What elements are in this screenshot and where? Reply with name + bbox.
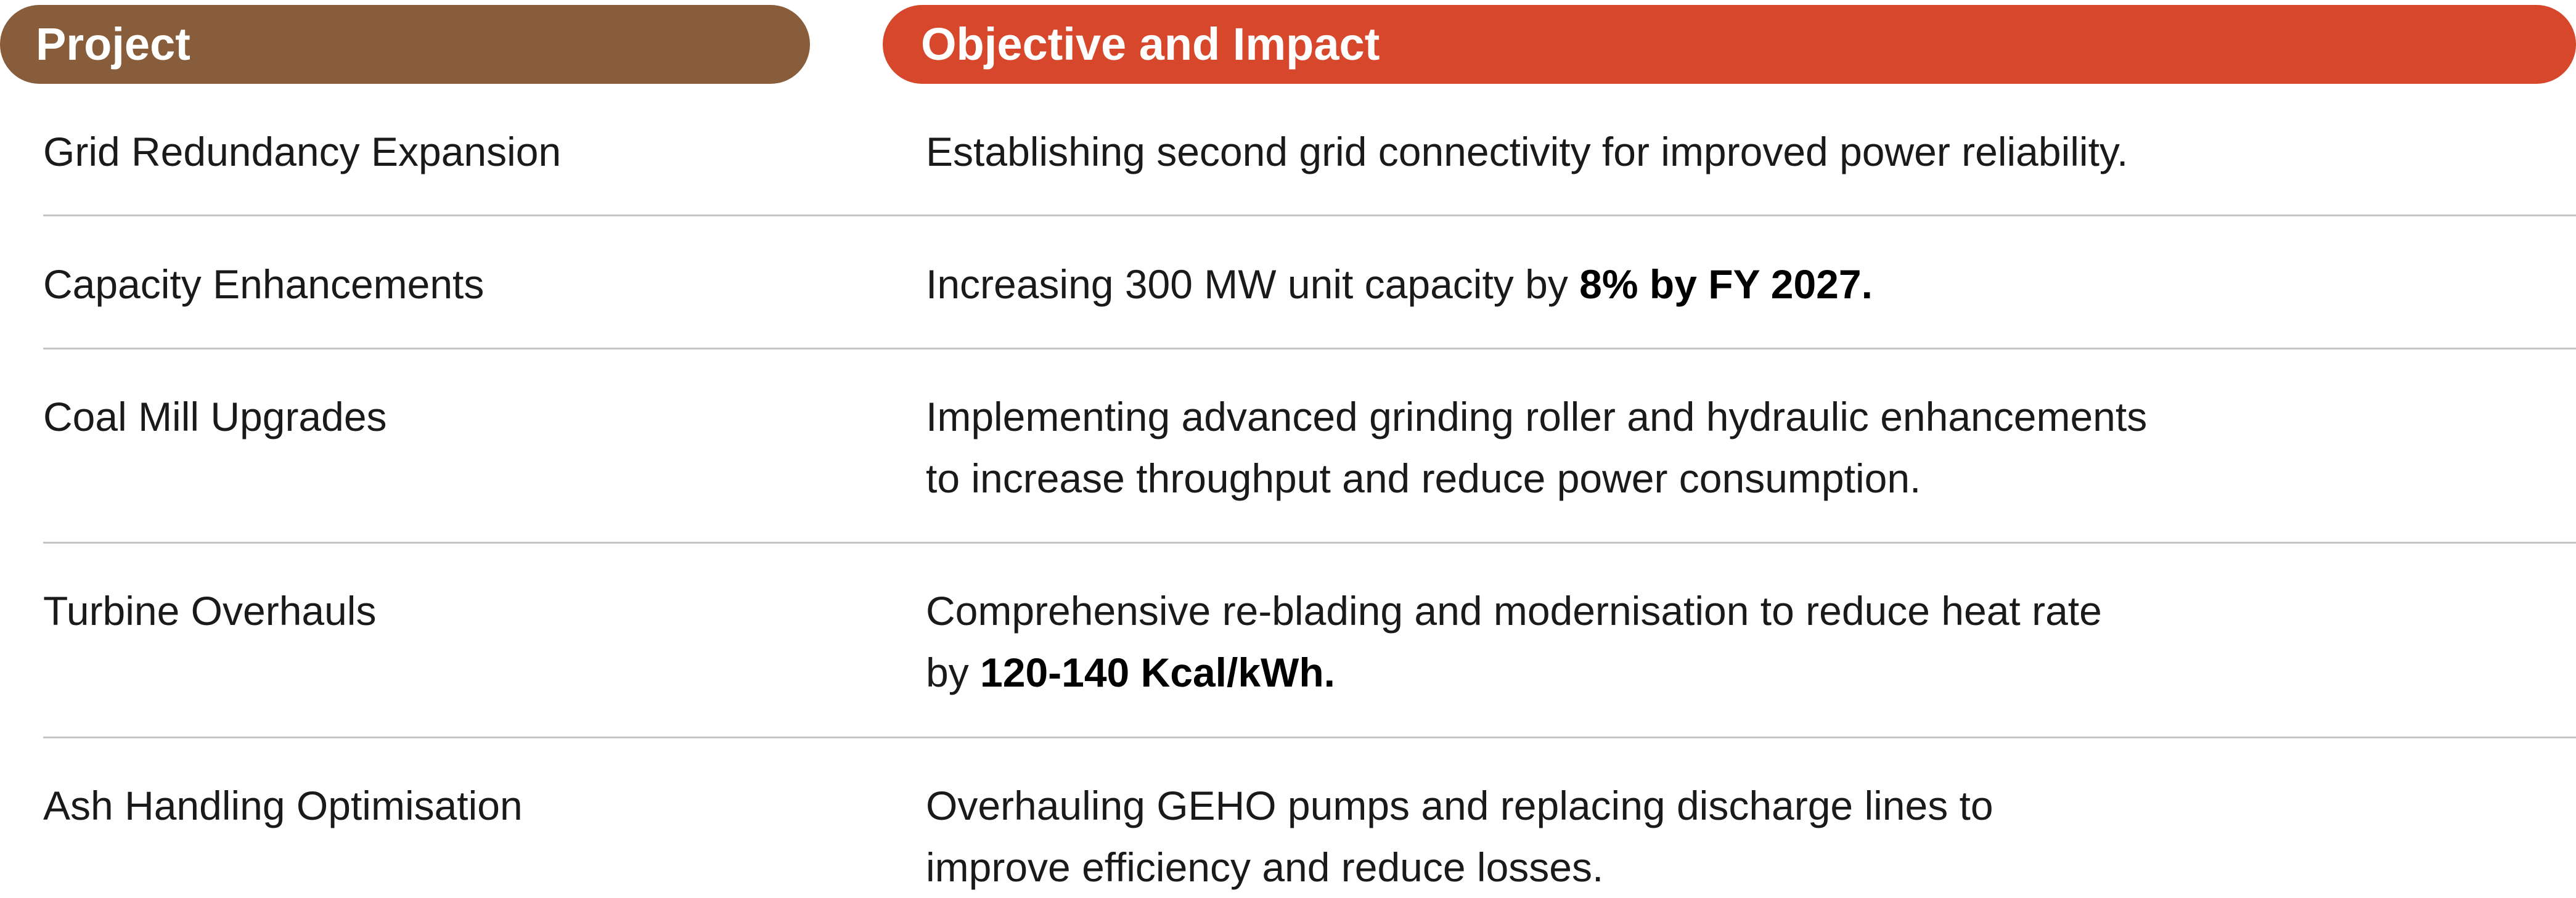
project-name-grid-redundancy: Grid Redundancy Expansion: [43, 129, 562, 174]
objective-line: improve efficiency and reduce losses.: [926, 844, 1604, 890]
objective-column-header-label: Objective and Impact: [921, 18, 1380, 70]
objective-line: Overhauling GEHO pumps and replacing dis…: [926, 783, 1993, 828]
objective-highlight: 8% by FY 2027.: [1579, 261, 1873, 307]
project-name-capacity-enhancements: Capacity Enhancements: [43, 261, 485, 307]
objective-ash-handling: Overhauling GEHO pumps and replacing dis…: [926, 775, 1993, 898]
objective-coal-mill-upgrades: Implementing advanced grinding roller an…: [926, 386, 2147, 509]
project-name-turbine-overhauls: Turbine Overhauls: [43, 588, 377, 634]
row-divider: [43, 542, 2576, 544]
objective-turbine-overhauls: Comprehensive re-blading and modernisati…: [926, 580, 2102, 703]
project-name-coal-mill-upgrades: Coal Mill Upgrades: [43, 394, 387, 439]
row-divider: [43, 214, 2576, 216]
objective-highlight: 120-140 Kcal/kWh.: [980, 650, 1335, 695]
objective-line: Implementing advanced grinding roller an…: [926, 394, 2148, 439]
project-column-header-label: Project: [36, 18, 190, 70]
objective-line: by 120-140 Kcal/kWh.: [926, 642, 2102, 703]
objective-text: by: [926, 650, 981, 695]
objective-line: to increase throughput and reduce power …: [926, 455, 1921, 501]
row-divider: [43, 737, 2576, 738]
objective-capacity-enhancements: Increasing 300 MW unit capacity by 8% by…: [926, 253, 1873, 315]
objective-line: Comprehensive re-blading and modernisati…: [926, 588, 2102, 634]
project-column-header: Project: [0, 5, 810, 84]
project-name-ash-handling: Ash Handling Optimisation: [43, 783, 523, 828]
objective-line: Increasing 300 MW unit capacity by 8% by…: [926, 253, 1873, 315]
objective-line: Establishing second grid connectivity fo…: [926, 129, 2128, 174]
objective-text: Increasing 300 MW unit capacity by: [926, 261, 1580, 307]
objective-column-header: Objective and Impact: [883, 5, 2576, 84]
objective-grid-redundancy: Establishing second grid connectivity fo…: [926, 121, 2128, 182]
row-divider: [43, 348, 2576, 349]
